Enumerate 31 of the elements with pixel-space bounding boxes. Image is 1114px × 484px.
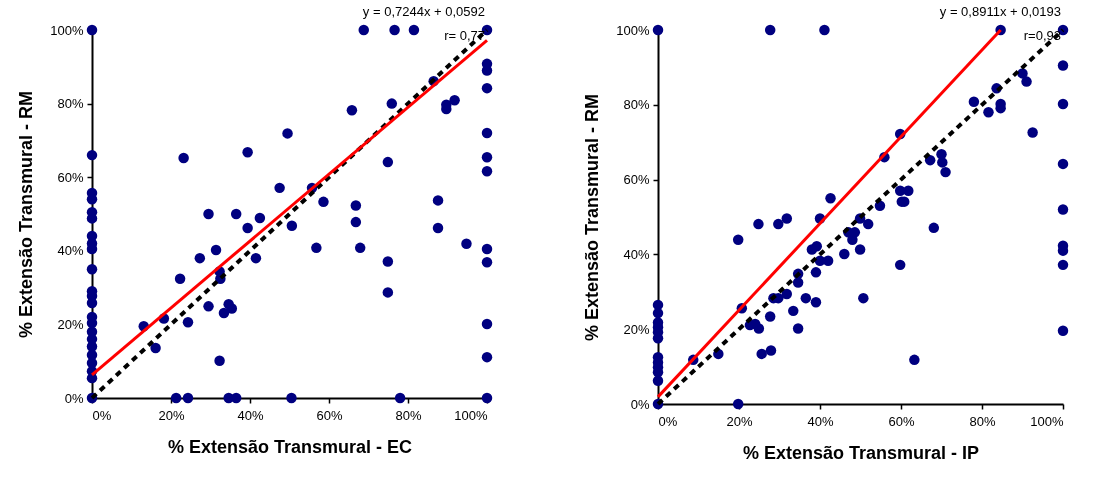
y-tick-label: 80% (57, 96, 84, 112)
x-axis-title: % Extensão Transmural - EC (167, 436, 413, 457)
x-tick-label: 0% (658, 413, 678, 429)
x-tick-label: 60% (316, 407, 343, 423)
x-tick-label: 80% (395, 407, 422, 423)
x-tick-label: 0% (92, 407, 112, 423)
y-tick-label: 80% (623, 97, 650, 113)
x-tick-label: 80% (969, 413, 996, 429)
annotation: r=0,93 (1023, 28, 1061, 43)
y-tick-label: 100% (50, 22, 84, 38)
y-tick-label: 40% (57, 243, 84, 259)
y-tick-label: 100% (616, 22, 650, 38)
x-tick-label: 60% (888, 413, 915, 429)
x-tick-label: 100% (1030, 413, 1064, 429)
y-tick-label: 40% (623, 246, 650, 262)
y-tick-label: 60% (623, 172, 650, 188)
y-tick-label: 60% (57, 169, 84, 185)
y-tick-label: 20% (623, 321, 650, 337)
y-tick-label: 0% (64, 390, 84, 406)
x-tick-label: 100% (454, 407, 488, 423)
x-axis-title: % Extensão Transmural - IP (742, 442, 980, 463)
x-tick-label: 40% (237, 407, 264, 423)
x-tick-label: 20% (726, 413, 753, 429)
y-tick-label: 20% (57, 316, 84, 332)
x-tick-label: 20% (158, 407, 185, 423)
y-axis-title: % Extensão Transmural - RM (582, 93, 603, 342)
text: y = 0,8911x + 0,0193 (939, 4, 1061, 19)
text: y = 0,7244x + 0,0592 (362, 4, 485, 19)
y-tick-label: 0% (630, 396, 650, 412)
y-axis-title: % Extensão Transmural - RM (16, 90, 37, 339)
x-tick-label: 40% (807, 413, 834, 429)
